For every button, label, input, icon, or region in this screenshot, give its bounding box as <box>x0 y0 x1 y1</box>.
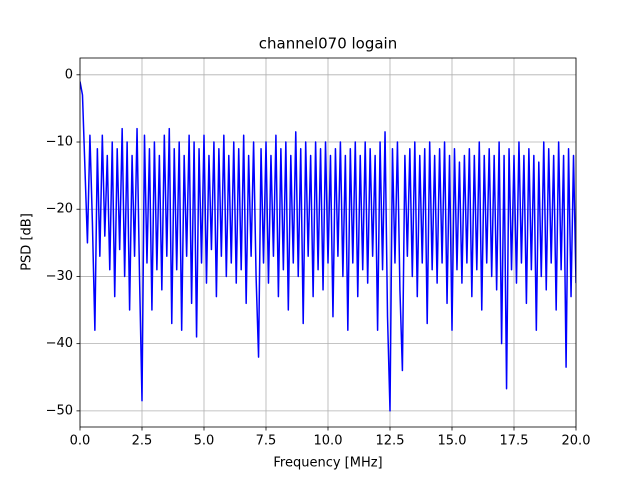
y-tick-label: −10 <box>46 135 73 150</box>
x-tick-label: 20.0 <box>562 434 591 449</box>
y-tick-label: −20 <box>46 202 73 217</box>
x-tick-label: 12.5 <box>376 434 405 449</box>
y-tick-label: −50 <box>46 403 73 418</box>
y-tick-label: −30 <box>46 269 73 284</box>
x-tick-label: 5.0 <box>194 434 215 449</box>
x-tick-label: 15.0 <box>438 434 467 449</box>
plot-area <box>80 81 576 412</box>
ticks: 0.0 2.5 5.0 7.5 10.0 12.5 15.0 17.5 20.0 0 −10 −20 −… <box>46 67 591 448</box>
data-line <box>80 81 576 412</box>
x-tick-label: 10.0 <box>314 434 343 449</box>
x-tick-label: 2.5 <box>132 434 153 449</box>
y-axis-label: PSD [dB] <box>20 213 35 271</box>
x-tick-label: 7.5 <box>256 434 277 449</box>
x-axis-label: Frequency [MHz] <box>273 456 382 471</box>
x-tick-label: 0.0 <box>70 434 91 449</box>
chart-title: channel070 logain <box>259 35 398 53</box>
y-tick-label: −40 <box>46 336 73 351</box>
y-tick-label: 0 <box>65 67 73 82</box>
x-tick-label: 17.5 <box>500 434 529 449</box>
